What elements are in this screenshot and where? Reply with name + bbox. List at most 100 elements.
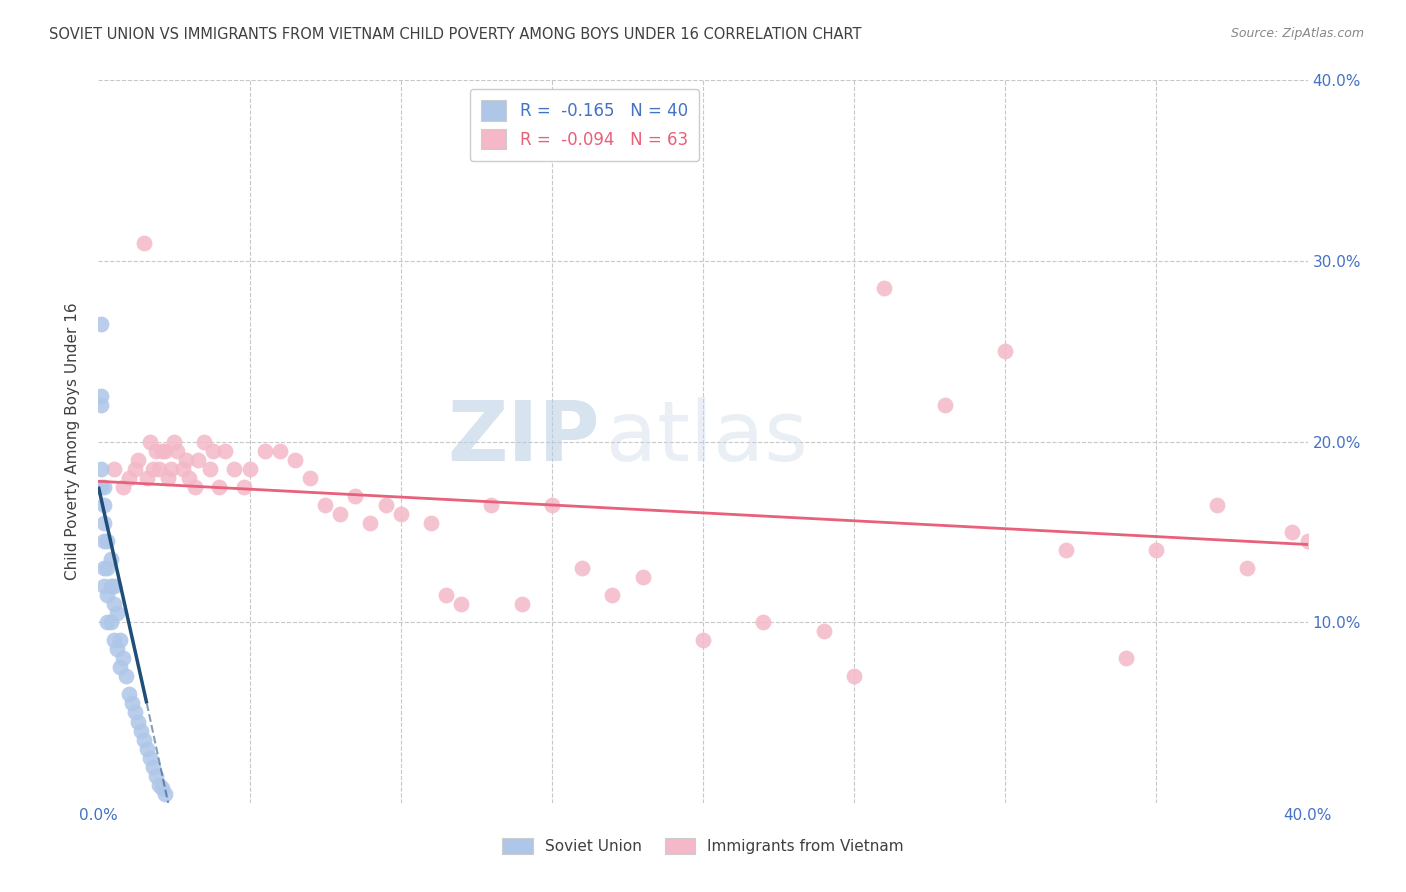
Point bbox=[90, 398, 112, 412]
Point bbox=[103, 461, 125, 475]
Point bbox=[1236, 561, 1258, 575]
Point bbox=[179, 471, 201, 485]
Point bbox=[224, 461, 246, 475]
Point bbox=[284, 452, 307, 467]
Point bbox=[135, 471, 157, 485]
Point bbox=[163, 434, 186, 449]
Point bbox=[269, 443, 291, 458]
Point bbox=[752, 615, 775, 630]
Point bbox=[571, 561, 593, 575]
Point bbox=[129, 723, 152, 738]
Point bbox=[127, 452, 149, 467]
Point bbox=[103, 579, 125, 593]
Point bbox=[111, 480, 134, 494]
Point bbox=[100, 579, 122, 593]
Point bbox=[299, 471, 322, 485]
Point bbox=[214, 443, 236, 458]
Point bbox=[127, 714, 149, 729]
Point bbox=[93, 561, 115, 575]
Point bbox=[232, 480, 254, 494]
Point bbox=[1206, 498, 1229, 512]
Point bbox=[100, 552, 122, 566]
Point bbox=[90, 389, 112, 403]
Point bbox=[139, 750, 162, 764]
Point bbox=[1296, 533, 1319, 548]
Point bbox=[166, 443, 188, 458]
Point bbox=[844, 669, 866, 683]
Point bbox=[114, 669, 136, 683]
Point bbox=[96, 533, 118, 548]
Point bbox=[329, 507, 352, 521]
Point bbox=[150, 781, 173, 796]
Point bbox=[139, 434, 162, 449]
Point bbox=[108, 633, 131, 648]
Point bbox=[93, 579, 115, 593]
Point bbox=[172, 461, 194, 475]
Point bbox=[1281, 524, 1303, 539]
Point bbox=[813, 624, 835, 639]
Point bbox=[631, 570, 654, 584]
Point bbox=[90, 480, 112, 494]
Point bbox=[174, 452, 197, 467]
Point bbox=[420, 516, 443, 530]
Point bbox=[108, 660, 131, 674]
Point bbox=[510, 597, 533, 611]
Point bbox=[314, 498, 336, 512]
Point bbox=[160, 461, 183, 475]
Point bbox=[1144, 542, 1167, 557]
Point bbox=[148, 461, 170, 475]
Point bbox=[142, 760, 165, 774]
Point bbox=[389, 507, 412, 521]
Point bbox=[96, 588, 118, 602]
Point bbox=[93, 533, 115, 548]
Point bbox=[90, 461, 112, 475]
Y-axis label: Child Poverty Among Boys Under 16: Child Poverty Among Boys Under 16 bbox=[65, 302, 80, 581]
Point bbox=[118, 687, 141, 701]
Point bbox=[202, 443, 225, 458]
Point bbox=[208, 480, 231, 494]
Point bbox=[153, 443, 176, 458]
Point bbox=[145, 769, 167, 783]
Point bbox=[93, 516, 115, 530]
Point bbox=[540, 498, 562, 512]
Point bbox=[153, 787, 176, 801]
Point bbox=[253, 443, 276, 458]
Point bbox=[994, 344, 1017, 359]
Point bbox=[184, 480, 207, 494]
Point bbox=[148, 778, 170, 792]
Point bbox=[1115, 651, 1137, 665]
Text: ZIP: ZIP bbox=[447, 398, 600, 478]
Point bbox=[90, 317, 112, 331]
Point bbox=[142, 461, 165, 475]
Legend: Soviet Union, Immigrants from Vietnam: Soviet Union, Immigrants from Vietnam bbox=[496, 832, 910, 860]
Point bbox=[103, 597, 125, 611]
Point bbox=[692, 633, 714, 648]
Point bbox=[156, 471, 179, 485]
Point bbox=[105, 606, 128, 620]
Text: SOVIET UNION VS IMMIGRANTS FROM VIETNAM CHILD POVERTY AMONG BOYS UNDER 16 CORREL: SOVIET UNION VS IMMIGRANTS FROM VIETNAM … bbox=[49, 27, 862, 42]
Point bbox=[434, 588, 457, 602]
Point bbox=[193, 434, 215, 449]
Point bbox=[239, 461, 262, 475]
Text: Source: ZipAtlas.com: Source: ZipAtlas.com bbox=[1230, 27, 1364, 40]
Point bbox=[100, 615, 122, 630]
Point bbox=[111, 651, 134, 665]
Point bbox=[934, 398, 956, 412]
Point bbox=[481, 498, 503, 512]
Point bbox=[96, 615, 118, 630]
Point bbox=[124, 461, 146, 475]
Point bbox=[200, 461, 222, 475]
Point bbox=[450, 597, 472, 611]
Point bbox=[132, 235, 155, 250]
Point bbox=[93, 498, 115, 512]
Point bbox=[360, 516, 382, 530]
Point bbox=[135, 741, 157, 756]
Point bbox=[344, 489, 367, 503]
Point bbox=[121, 697, 143, 711]
Point bbox=[145, 443, 167, 458]
Point bbox=[93, 480, 115, 494]
Point bbox=[124, 706, 146, 720]
Point bbox=[374, 498, 396, 512]
Point bbox=[602, 588, 624, 602]
Point bbox=[132, 732, 155, 747]
